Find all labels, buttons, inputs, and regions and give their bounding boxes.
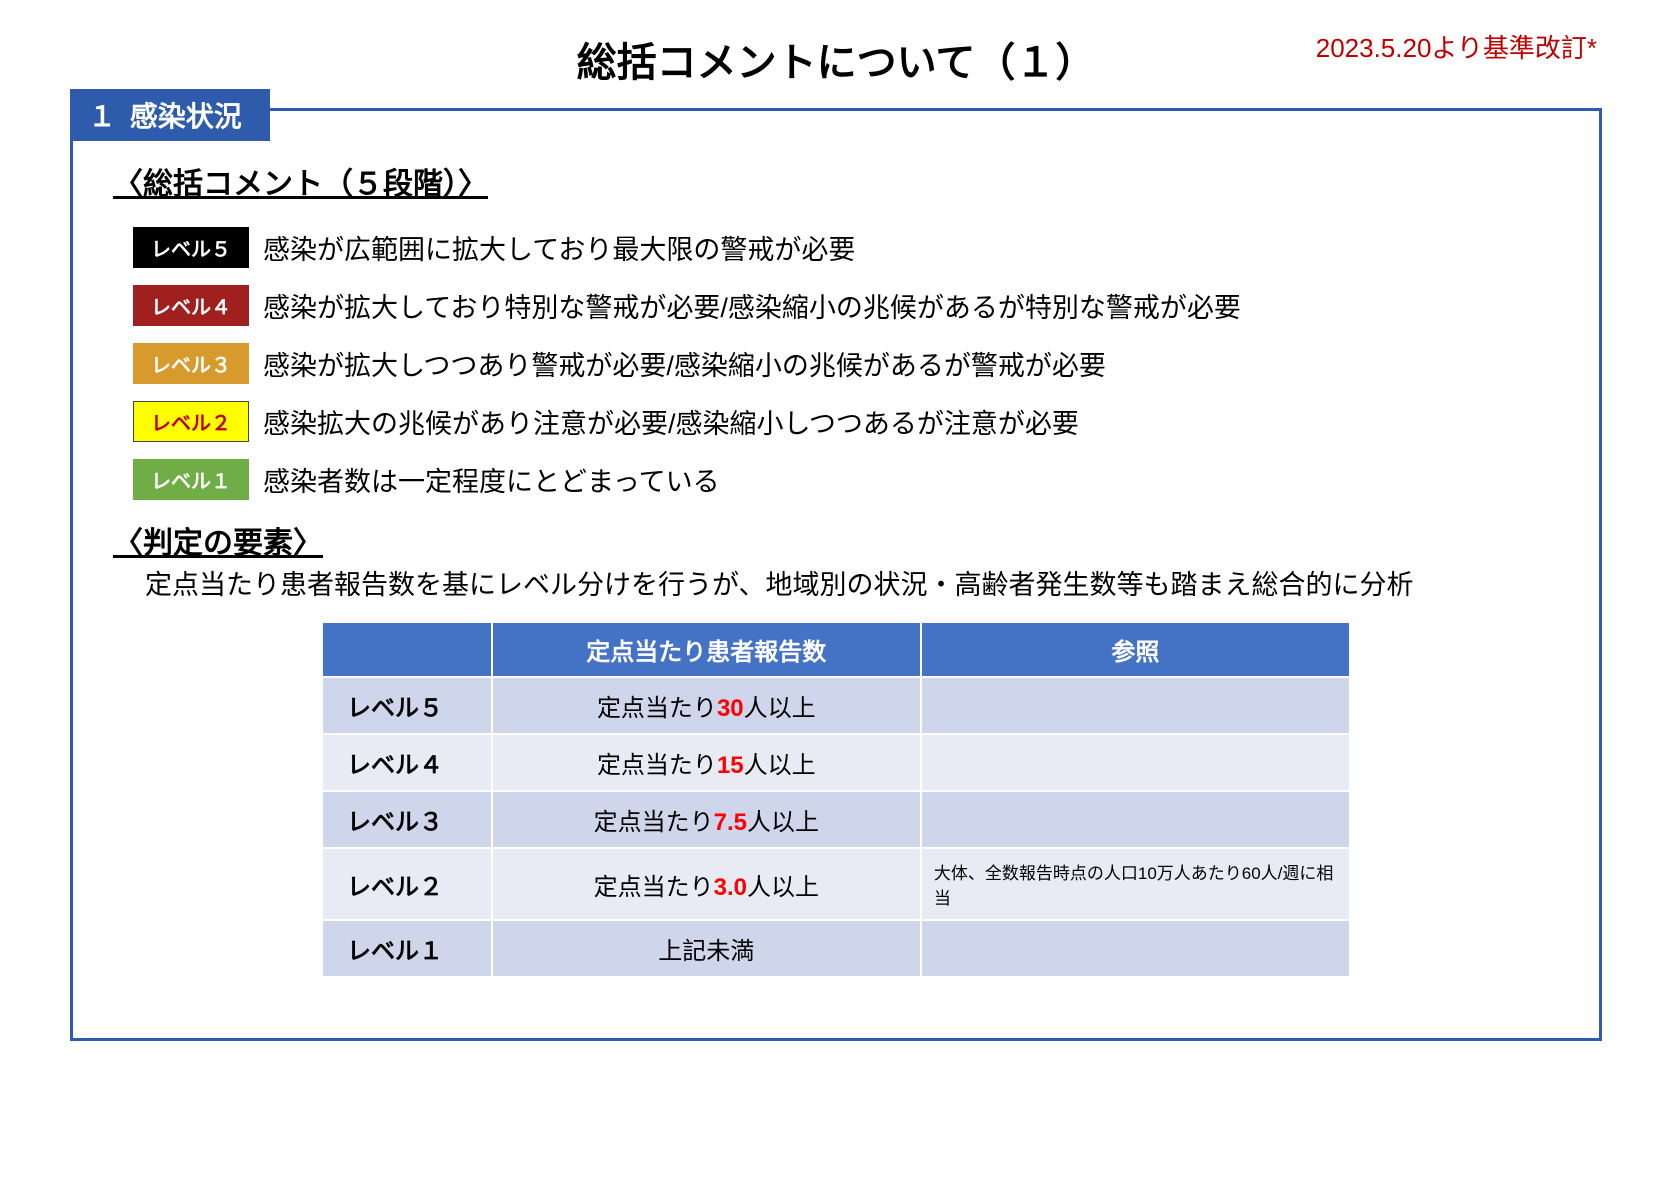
- table-header-row: 定点当たり患者報告数 参照: [322, 622, 1350, 677]
- table-cell-label: レベル３: [322, 791, 492, 848]
- table-cell-label: レベル５: [322, 677, 492, 734]
- table-cell-criteria: 上記未満: [492, 920, 921, 977]
- table-row: レベル５定点当たり30人以上: [322, 677, 1350, 734]
- section-tab: １ 感染状況: [70, 89, 270, 141]
- level-row: レベル１ 感染者数は一定程度にとどまっている: [133, 459, 1559, 500]
- criteria-table-wrap: 定点当たり患者報告数 参照 レベル５定点当たり30人以上レベル４定点当たり15人…: [113, 621, 1559, 978]
- table-cell-ref: [921, 791, 1350, 848]
- section-label: 感染状況: [130, 101, 242, 132]
- table-header-criteria: 定点当たり患者報告数: [492, 622, 921, 677]
- subheading-levels: 〈総括コメント（５段階）〉: [113, 159, 1559, 203]
- level-row: レベル５ 感染が広範囲に拡大しており最大限の警戒が必要: [133, 227, 1559, 268]
- table-cell-label: レベル２: [322, 848, 492, 920]
- criteria-description: 定点当たり患者報告数を基にレベル分けを行うが、地域別の状況・高齢者発生数等も踏ま…: [113, 566, 1559, 605]
- table-row: レベル１上記未満: [322, 920, 1350, 977]
- table-cell-criteria: 定点当たり15人以上: [492, 734, 921, 791]
- table-row: レベル２定点当たり3.0人以上大体、全数報告時点の人口10万人あたり60人/週に…: [322, 848, 1350, 920]
- level-description: 感染者数は一定程度にとどまっている: [263, 460, 720, 499]
- level-row: レベル３ 感染が拡大しつつあり警戒が必要/感染縮小の兆候があるが警戒が必要: [133, 343, 1559, 384]
- level-badge: レベル１: [133, 459, 249, 500]
- table-cell-criteria: 定点当たり30人以上: [492, 677, 921, 734]
- table-cell-criteria: 定点当たり3.0人以上: [492, 848, 921, 920]
- level-badge: レベル４: [133, 285, 249, 326]
- level-badge: レベル５: [133, 227, 249, 268]
- level-badge: レベル３: [133, 343, 249, 384]
- table-row: レベル４定点当たり15人以上: [322, 734, 1350, 791]
- section-number: １: [88, 95, 122, 135]
- table-cell-ref: 大体、全数報告時点の人口10万人あたり60人/週に相当: [921, 848, 1350, 920]
- criteria-text-content: 定点当たり患者報告数を基にレベル分けを行うが、地域別の状況・高齢者発生数等も踏ま…: [145, 570, 1413, 600]
- table-cell-criteria: 定点当たり7.5人以上: [492, 791, 921, 848]
- table-cell-label: レベル４: [322, 734, 492, 791]
- table-cell-ref: [921, 734, 1350, 791]
- level-description: 感染が拡大しており特別な警戒が必要/感染縮小の兆候があるが特別な警戒が必要: [263, 286, 1241, 325]
- table-cell-ref: [921, 677, 1350, 734]
- level-row: レベル４ 感染が拡大しており特別な警戒が必要/感染縮小の兆候があるが特別な警戒が必…: [133, 285, 1559, 326]
- criteria-table: 定点当たり患者報告数 参照 レベル５定点当たり30人以上レベル４定点当たり15人…: [321, 621, 1351, 978]
- revision-note: 2023.5.20より基準改訂*: [1316, 28, 1597, 65]
- table-header-ref: 参照: [921, 622, 1350, 677]
- levels-list: レベル５ 感染が広範囲に拡大しており最大限の警戒が必要レベル４ 感染が拡大しており特…: [113, 227, 1559, 500]
- main-frame: １ 感染状況 〈総括コメント（５段階）〉 レベル５感染が広範囲に拡大しており最大…: [70, 108, 1602, 1041]
- level-description: 感染拡大の兆候があり注意が必要/感染縮小しつつあるが注意が必要: [263, 402, 1079, 441]
- table-header-level: [322, 622, 492, 677]
- table-row: レベル３定点当たり7.5人以上: [322, 791, 1350, 848]
- level-description: 感染が拡大しつつあり警戒が必要/感染縮小の兆候があるが警戒が必要: [263, 344, 1106, 383]
- level-badge: レベル２: [133, 401, 249, 442]
- subheading-criteria: 〈判定の要素〉: [113, 518, 1559, 562]
- table-cell-label: レベル１: [322, 920, 492, 977]
- level-description: 感染が広範囲に拡大しており最大限の警戒が必要: [263, 228, 855, 267]
- table-cell-ref: [921, 920, 1350, 977]
- level-row: レベル２ 感染拡大の兆候があり注意が必要/感染縮小しつつあるが注意が必要: [133, 401, 1559, 442]
